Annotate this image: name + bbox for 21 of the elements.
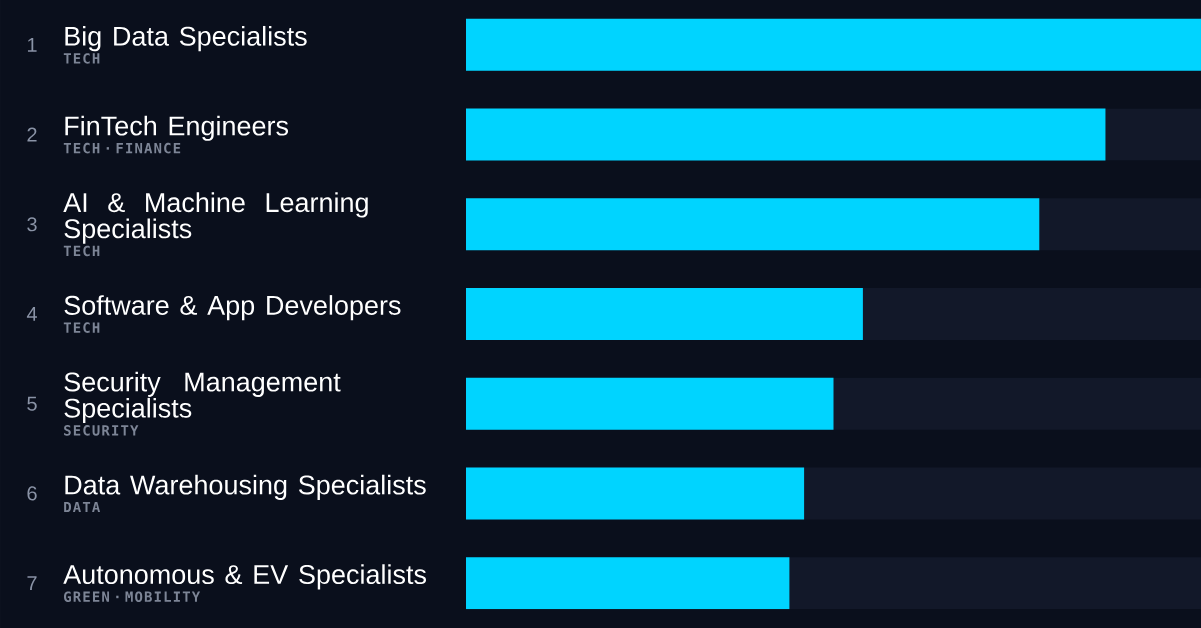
y-tick-label: AI & Machine Learning Specialists xyxy=(63,192,368,244)
text: 4 xyxy=(26,307,37,321)
y-tick-label: Big Data Specialists xyxy=(65,25,307,52)
y-tick-label: FinTech Engineers xyxy=(65,115,289,141)
y-tick-label: Security Management Specialists xyxy=(64,371,341,424)
y-tick-label: Autonomous & EV Specialists xyxy=(63,564,426,590)
y-tick-label: Software & App Developers xyxy=(64,295,401,321)
text: TECH xyxy=(63,322,100,333)
text: 2 xyxy=(27,127,37,142)
text: GREEN · MOBILITY xyxy=(64,591,201,603)
y-tick-label: Data Warehousing Specialists xyxy=(65,474,426,500)
text: 5 xyxy=(27,396,37,411)
text: DATA xyxy=(64,501,101,513)
text: TECH xyxy=(63,245,100,257)
text: TECH xyxy=(63,53,100,64)
text: 6 xyxy=(27,486,37,501)
text: SECURITY xyxy=(64,425,139,436)
text: 1 xyxy=(27,37,37,52)
text: TECH · FINANCE xyxy=(63,142,181,154)
text: 3 xyxy=(27,217,37,232)
text: 7 xyxy=(27,576,37,591)
